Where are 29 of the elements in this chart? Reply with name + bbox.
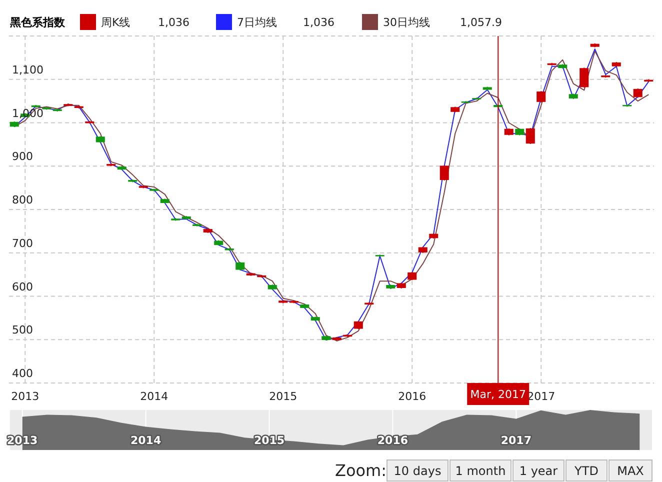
text: 1 year [519,464,558,478]
y-tick-label: 600 [12,280,33,294]
text: 1,036 [303,16,334,29]
text: Mar, 2017 [470,388,526,401]
legend-label: 30日均线 [383,16,430,29]
text: Zoom: [335,461,387,480]
y-tick-label: 500 [12,324,33,337]
y-tick-label: 1,100 [12,63,44,76]
text: 1,036 [158,16,190,29]
legend-label: 周K线 [101,16,130,29]
y-tick-label: 900 [12,150,33,164]
x-tick-label: 2014 [140,390,168,403]
y-tick-label: 700 [12,236,33,250]
y-tick-label: 800 [12,194,33,206]
x-tick-label: 2017 [500,434,532,447]
x-tick-label: 2015 [269,390,298,403]
x-tick-label: 2016 [398,390,426,403]
chart-title: 黑色系指数 [9,16,66,29]
y-tick-label: 400 [12,367,33,380]
x-tick-label: 2013 [11,390,40,403]
text: 1,057.9 [460,16,502,29]
text: MAX [617,464,644,478]
x-tick-label: 2017 [527,390,556,403]
x-tick-label: 2016 [377,434,408,447]
text: YTD [574,464,598,478]
x-tick-label: 2014 [130,434,162,447]
text: 1 month [455,464,506,478]
text: 10 days [394,464,442,478]
legend-label: 7日均线 [237,16,277,29]
